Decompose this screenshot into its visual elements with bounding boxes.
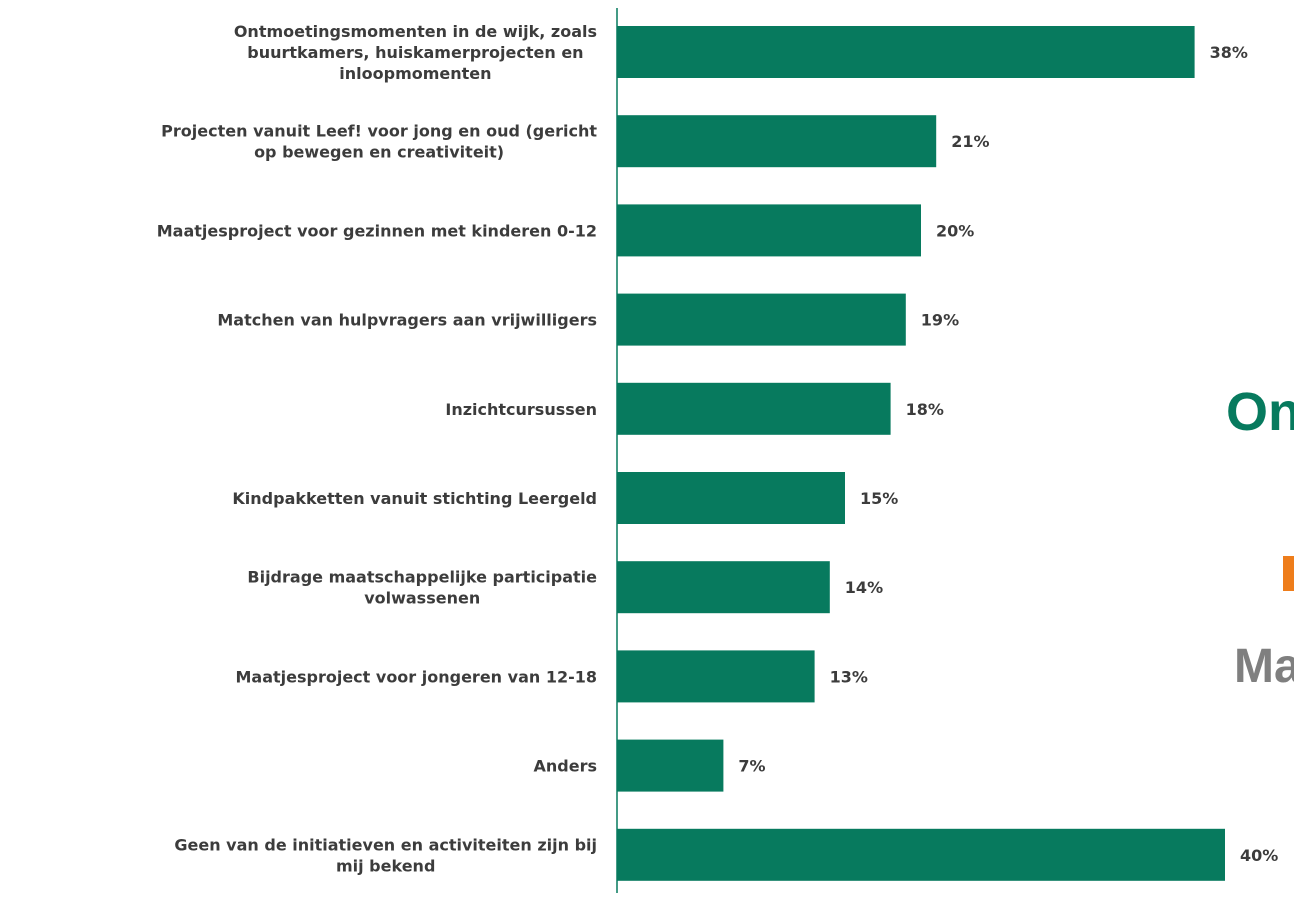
bar: [617, 293, 906, 346]
category-line: Kindpakketten vanuit stichting Leergeld: [232, 489, 597, 508]
bar: [617, 115, 937, 168]
bar: [617, 204, 921, 257]
overlay-text: Ma: [1234, 640, 1294, 693]
value-label: 38%: [1210, 43, 1248, 62]
category-label: Inzichtcursussen: [445, 400, 597, 419]
category-label: Kindpakketten vanuit stichting Leergeld: [232, 489, 597, 508]
value-label: 19%: [921, 311, 959, 330]
value-label: 15%: [860, 489, 898, 508]
category-line: Maatjesproject voor gezinnen met kindere…: [157, 221, 597, 240]
category-line: op bewegen en creativiteit): [254, 143, 504, 162]
bar: [617, 739, 724, 792]
category-line: Bijdrage maatschappelijke participatie: [247, 568, 597, 587]
category-line: Inzichtcursussen: [445, 400, 597, 419]
category-label: Bijdrage maatschappelijke participatie vo…: [247, 568, 597, 608]
category-label: Ontmoetingsmomenten in de wijk, zoals buu…: [234, 22, 597, 83]
value-label: 20%: [936, 221, 974, 240]
bar: [617, 472, 845, 524]
bar: [617, 26, 1195, 78]
category-line: volwassenen: [364, 589, 480, 608]
bar: [617, 828, 1225, 881]
category-line: mij bekend: [336, 856, 435, 875]
category-label: Anders: [534, 757, 598, 776]
category-label: Projecten vanuit Leef! voor jong en oud …: [161, 122, 597, 162]
category-line: Geen van de initiatieven en activiteiten…: [174, 835, 597, 854]
category-line: buurtkamers, huiskamerprojecten en: [247, 43, 583, 62]
category-label: Maatjesproject voor jongeren van 12-18: [235, 667, 597, 686]
category-line: Matchen van hulpvragers aan vrijwilliger…: [217, 311, 597, 330]
category-label: Geen van de initiatieven en activiteiten…: [174, 835, 597, 875]
bar: [617, 382, 891, 435]
category-line: Projecten vanuit Leef! voor jong en oud …: [161, 122, 597, 141]
category-label: Maatjesproject voor gezinnen met kindere…: [157, 221, 597, 240]
category-line: inloopmomenten: [339, 64, 491, 83]
value-label: 7%: [738, 757, 765, 776]
category-label: Matchen van hulpvragers aan vrijwilliger…: [217, 311, 597, 330]
bar: [617, 650, 815, 703]
overlay-text: Ont: [1226, 382, 1294, 442]
category-line: Anders: [534, 757, 598, 776]
category-line: Maatjesproject voor jongeren van 12-18: [235, 667, 597, 686]
overlay-block: [1283, 556, 1294, 591]
value-label: 40%: [1240, 846, 1278, 865]
value-label: 13%: [830, 667, 868, 686]
category-line: Ontmoetingsmomenten in de wijk, zoals: [234, 22, 597, 41]
value-label: 21%: [951, 132, 989, 151]
value-label: 18%: [906, 400, 944, 419]
bar: [617, 561, 830, 614]
value-label: 14%: [845, 578, 883, 597]
